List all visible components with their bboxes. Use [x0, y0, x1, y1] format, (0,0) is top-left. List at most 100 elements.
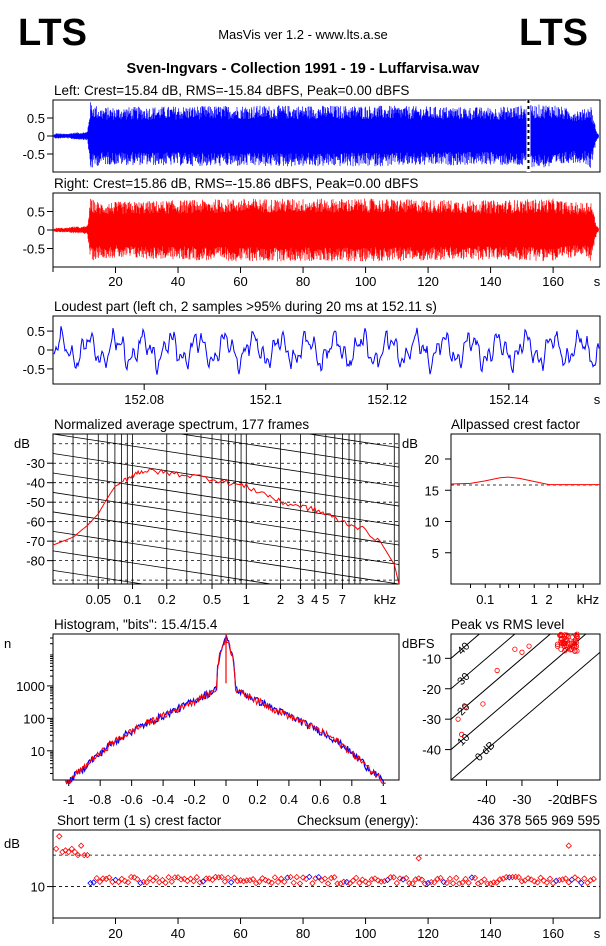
histogram-xtick-label: 0.8: [343, 792, 361, 807]
time-axis-label: 40: [171, 274, 185, 289]
loudest-xtick-label: 152.14: [489, 392, 529, 407]
short-crest-point: [565, 879, 572, 886]
short-crest-point: [84, 851, 91, 859]
spectrum-slope: [178, 434, 399, 468]
short-crest-point: [221, 878, 229, 885]
short-crest-point: [309, 880, 316, 887]
short-crest-point: [437, 874, 444, 882]
left-channel-title: Left: Crest=15.84 dB, RMS=-15.84 dBFS, P…: [54, 83, 409, 98]
short-crest-point: [549, 880, 557, 887]
short-crest-point: [146, 875, 154, 882]
right-channel-signal: [53, 198, 599, 262]
short-crest-point: [562, 875, 569, 882]
peak-rms-diagonals: [451, 634, 600, 780]
short-crest-point: [156, 879, 163, 886]
short-crest-point: [268, 879, 275, 886]
short-crest-point: [374, 877, 382, 884]
short-crest-point: [224, 874, 232, 881]
peak-rms-point: [557, 632, 563, 638]
short-crest-point: [52, 845, 60, 853]
short-crest-point: [415, 855, 422, 862]
peak-rms-xtick-label: -40: [477, 792, 496, 807]
crest-ytick-label: 15: [425, 483, 439, 498]
loudest-title: Loudest part (left ch, 2 samples >95% du…: [54, 299, 437, 314]
short-crest-point: [571, 874, 579, 881]
short-crest-point: [199, 878, 207, 885]
spectrum-ytick-label: -60: [26, 515, 45, 530]
spectrum-slope: [53, 492, 399, 546]
right-channel-ytick-label: 0.5: [27, 205, 45, 220]
short-crest-point: [134, 876, 141, 883]
short-crest-point: [293, 873, 300, 881]
histogram-xtick-label: -0.2: [183, 792, 205, 807]
crest-y-unit: dB: [402, 436, 418, 451]
short-crest-point: [331, 874, 338, 881]
short-crest-point: [152, 874, 160, 881]
short-crest-point: [259, 875, 266, 882]
short-crest-point: [559, 876, 566, 883]
short-crest-point: [96, 878, 104, 885]
short-crest-point: [168, 878, 175, 885]
peak-rms-point: [574, 631, 580, 637]
peak-rms-point: [459, 731, 465, 737]
peak-rms-ytick-label: -10: [422, 651, 441, 666]
short-crest-point: [124, 879, 132, 886]
spectrum-slope: [53, 531, 399, 584]
peak-rms-point: [569, 634, 575, 640]
short-crest-point: [471, 874, 479, 882]
short-crest-point: [262, 876, 269, 884]
short-crest-point: [431, 879, 438, 886]
peak-rms-point: [561, 641, 567, 647]
checksum-label: Checksum (energy):: [297, 813, 419, 828]
spectrum-xtick-label: 5: [322, 592, 329, 607]
short-crest-point: [162, 879, 169, 886]
loudest-ytick-label: -0.5: [23, 362, 45, 377]
histogram-xtick-label: 0: [222, 792, 229, 807]
spectrum-xtick-label: 0.5: [203, 592, 221, 607]
histogram-title: Histogram, "bits": 15.4/15.4: [54, 617, 218, 632]
short-crest-point: [534, 879, 541, 886]
short-crest-point: [177, 876, 185, 883]
short-crest-point: [546, 875, 554, 882]
peak-rms-xtick-label: -20: [548, 792, 567, 807]
short-crest-xtick-label: 160: [542, 926, 564, 941]
spectrum-xtick-label: 0.05: [86, 592, 111, 607]
crest-x-unit: kHz: [577, 592, 599, 607]
peak-rms-diagonal-label: 30: [455, 671, 472, 688]
spectrum-xtick-label: 0.2: [158, 592, 176, 607]
spectrum-frame: [52, 433, 400, 585]
short-crest-point: [378, 878, 385, 885]
short-crest-point: [328, 874, 335, 882]
short-crest-point: [206, 875, 213, 882]
short-crest-point: [290, 879, 297, 886]
spectrum-ytick-label: -40: [26, 476, 45, 491]
short-crest-point: [306, 873, 313, 881]
spectrum-xtick-label: 2: [277, 592, 284, 607]
peak-rms-point: [566, 645, 573, 651]
histogram-ytick-label: 100: [23, 711, 45, 726]
logo-left: LTS: [18, 12, 87, 54]
peak-rms-diagonal: [451, 634, 552, 720]
short-crest-point: [390, 874, 397, 881]
short-crest-point: [446, 875, 454, 883]
peak-rms-ytick-label: -40: [422, 743, 441, 758]
loudest-xtick-label: 152.1: [249, 392, 282, 407]
short-crest-point: [543, 879, 551, 886]
short-crest-point: [343, 878, 350, 886]
peak-rms-diagonal: [451, 651, 600, 780]
short-crest-xtick-label: 120: [417, 926, 439, 941]
short-crest-point: [196, 879, 204, 886]
short-crest-point: [553, 877, 560, 884]
time-axis-label: 120: [417, 274, 439, 289]
short-crest-point: [284, 874, 291, 881]
short-crest-point: [356, 879, 363, 887]
time-axis-label: 80: [296, 274, 310, 289]
short-crest-point: [321, 875, 329, 882]
time-axis-unit: s: [594, 274, 601, 289]
short-crest-point: [149, 877, 157, 884]
short-crest-point: [106, 874, 113, 881]
short-crest-point: [556, 876, 563, 884]
peak-rms-x-unit: dBFS: [565, 792, 598, 807]
histogram-xtick-label: -0.4: [152, 792, 174, 807]
spectrum-curve: [53, 467, 399, 584]
